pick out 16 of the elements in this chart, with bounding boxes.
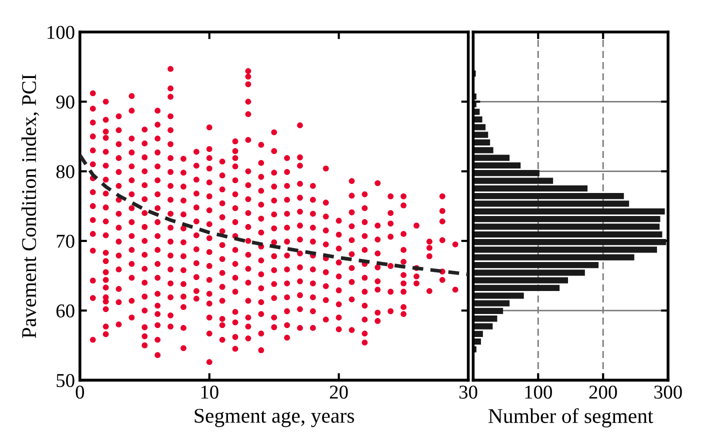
- x-tick-label: 20: [330, 386, 348, 399]
- x-tick-label: 30: [459, 386, 478, 399]
- y-tick-label: 60: [56, 304, 74, 318]
- x-tick-label: 100: [525, 386, 552, 399]
- y-axis-title: Pavement Condition index, PCI: [21, 74, 40, 338]
- y-tick-label: 90: [56, 95, 74, 109]
- x-tick-label: 10: [201, 386, 218, 399]
- x-tick-label: 200: [589, 386, 617, 399]
- y-tick-label: 80: [56, 165, 74, 178]
- y-tick-label: 50: [56, 374, 74, 388]
- x-tick-label: 0: [76, 386, 84, 399]
- y-tick-label: 100: [48, 26, 74, 39]
- x-tick-label: 300: [654, 386, 682, 399]
- y-tick-label: 70: [56, 234, 74, 248]
- x-axis-title: Number of segment: [488, 408, 654, 428]
- x-axis-title: Segment age, years: [194, 408, 354, 428]
